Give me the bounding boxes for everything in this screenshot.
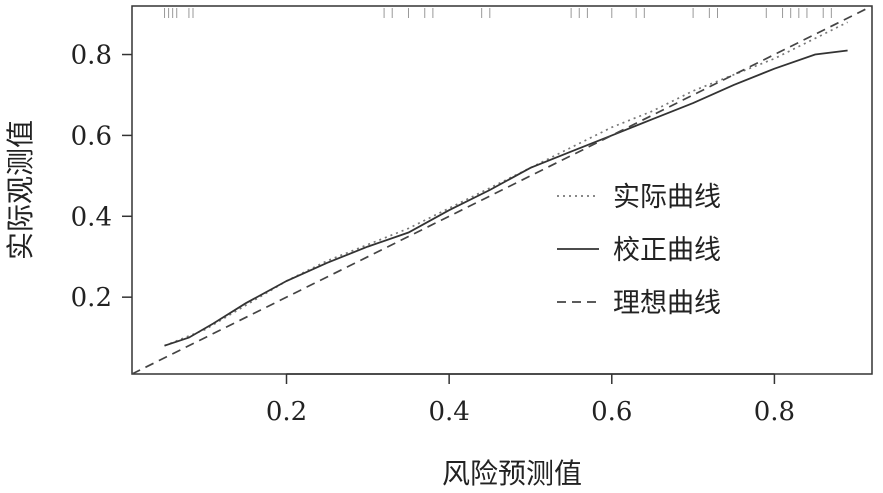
series-lines (131, 5, 873, 375)
series-line-0 (164, 21, 848, 347)
x-tick-label-1: 0.4 (428, 397, 469, 427)
y-tick-label-0: 0.2 (71, 283, 112, 313)
x-axis-title: 风险预测值 (442, 457, 582, 490)
x-axis: 0.2 0.4 0.6 0.8 (266, 373, 795, 427)
legend-label-0: 实际曲线 (613, 182, 721, 213)
y-tick-label-3: 0.8 (71, 41, 112, 71)
legend-label-2: 理想曲线 (613, 288, 721, 319)
y-axis-title: 实际观测值 (4, 120, 37, 260)
x-tick-label-3: 0.8 (754, 397, 795, 427)
series-line-2 (131, 5, 873, 375)
series-line-1 (164, 49, 848, 347)
x-tick-label-2: 0.6 (591, 397, 632, 427)
legend-label-1: 校正曲线 (613, 235, 721, 266)
y-tick-label-2: 0.6 (71, 121, 112, 151)
y-tick-label-1: 0.4 (71, 202, 112, 232)
rug-marks (164, 8, 832, 18)
x-tick-label-0: 0.2 (266, 397, 307, 427)
y-axis: 0.2 0.4 0.6 0.8 (71, 41, 132, 313)
